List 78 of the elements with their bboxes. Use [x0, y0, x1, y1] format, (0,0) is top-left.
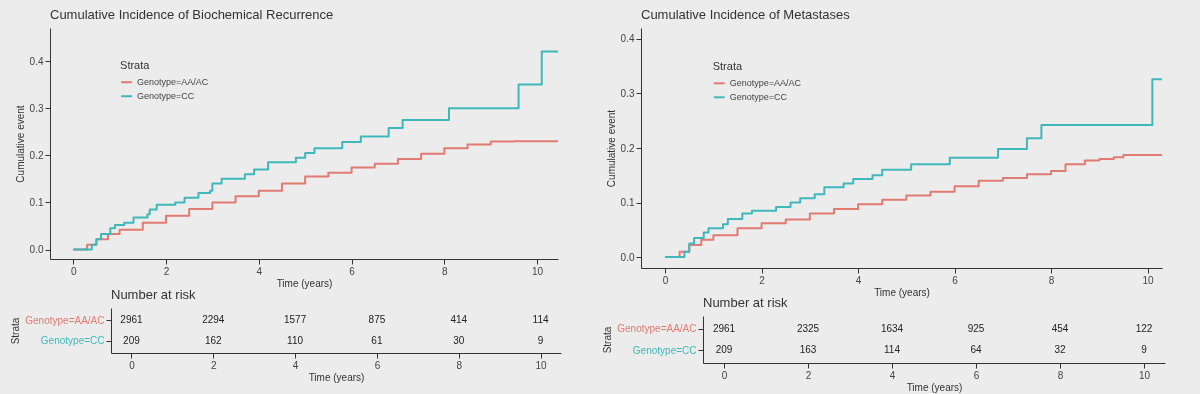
x-tick-label: 8 — [1057, 369, 1064, 381]
y-tick-label: 0.4 — [29, 55, 44, 67]
legend-label: Genotype=CC — [137, 91, 195, 102]
data-label: 114 — [532, 314, 549, 326]
x-tick-label: 0 — [662, 274, 669, 286]
y-axis-title: Strata — [602, 326, 614, 354]
x-tick-label: 2 — [805, 369, 812, 381]
x-tick-label: 0 — [70, 265, 77, 277]
y-tick-label: 0.0 — [29, 244, 44, 256]
legend-title: Strata — [712, 59, 743, 72]
legend-title: Strata — [120, 58, 151, 71]
y-tick-label: 0.2 — [620, 142, 635, 154]
x-tick-label: 10 — [1138, 369, 1151, 381]
y-axis-title: Strata — [10, 317, 22, 345]
data-label: 209 — [123, 334, 141, 346]
x-tick-label: 4 — [889, 369, 896, 381]
y-tick-label: Genotype=AA/AC — [25, 314, 105, 326]
legend-label: Genotype=AA/AC — [729, 78, 802, 89]
data-label: 9 — [1141, 344, 1148, 356]
x-axis-title: Time (years) — [874, 286, 930, 298]
x-axis-title: Time (years) — [906, 381, 963, 393]
x-axis-title: Time (years) — [308, 371, 365, 383]
x-tick-label: 8 — [456, 359, 463, 371]
y-tick-label: 0.4 — [620, 33, 635, 45]
x-tick-label: 6 — [374, 359, 381, 371]
y-tick-label: 0.3 — [620, 87, 635, 99]
data-label: 414 — [450, 314, 468, 326]
x-tick-label: 2 — [759, 274, 766, 286]
x-tick-label: 6 — [952, 274, 959, 286]
y-tick-label: 0.0 — [620, 251, 635, 263]
x-tick-label: 10 — [1142, 274, 1155, 286]
data-label: 2961 — [712, 322, 736, 334]
data-label: 114 — [884, 344, 901, 356]
y-tick-label: 0.3 — [29, 102, 44, 114]
x-tick-label: 0 — [721, 369, 728, 381]
x-tick-label: 4 — [855, 274, 862, 286]
x-tick-label: 8 — [1048, 274, 1055, 286]
data-label: 162 — [204, 334, 223, 346]
data-label: 32 — [1054, 344, 1066, 356]
legend-label: Genotype=CC — [729, 92, 788, 103]
data-label: 2294 — [202, 314, 225, 326]
data-label: 61 — [371, 334, 383, 346]
x-tick-label: 4 — [256, 265, 263, 277]
data-label: 9 — [537, 334, 544, 346]
y-tick-label: 0.1 — [620, 197, 635, 209]
x-tick-label: 0 — [129, 359, 136, 371]
data-label: 454 — [1051, 322, 1069, 334]
x-tick-label: 10 — [535, 359, 548, 371]
y-tick-label: Genotype=AA/AC — [617, 323, 697, 335]
data-label: 925 — [967, 322, 985, 334]
y-tick-label: 0.2 — [29, 149, 44, 161]
data-label: 110 — [287, 334, 304, 346]
x-tick-label: 10 — [532, 265, 544, 277]
data-label: 209 — [715, 344, 733, 356]
data-label: 64 — [970, 344, 982, 356]
x-axis-title: Time (years) — [276, 277, 333, 289]
y-axis-title: Cumulative event — [14, 105, 26, 183]
chart-title: Cumulative Incidence of Metastases — [641, 7, 851, 22]
data-label: 2325 — [796, 322, 820, 334]
x-tick-label: 2 — [163, 265, 170, 277]
y-axis-title: Cumulative event — [605, 109, 617, 188]
y-tick-label: 0.1 — [29, 196, 44, 208]
data-label: 30 — [453, 334, 465, 346]
chart-title: Cumulative Incidence of Biochemical Recurrence — [50, 7, 334, 22]
legend-label: Genotype=AA/AC — [137, 77, 209, 88]
chart-title: Number at risk — [703, 295, 789, 310]
data-label: 122 — [1135, 322, 1153, 334]
data-label: 875 — [368, 314, 386, 326]
x-tick-label: 4 — [292, 359, 299, 371]
x-tick-label: 2 — [210, 359, 217, 371]
data-label: 2961 — [120, 314, 144, 326]
data-label: 1634 — [880, 322, 904, 334]
x-tick-label: 6 — [349, 265, 356, 277]
data-label: 1577 — [283, 314, 307, 326]
chart-title: Number at risk — [111, 287, 197, 302]
data-label: 163 — [799, 344, 817, 356]
x-tick-label: 6 — [973, 369, 980, 381]
x-tick-label: 8 — [442, 265, 449, 277]
